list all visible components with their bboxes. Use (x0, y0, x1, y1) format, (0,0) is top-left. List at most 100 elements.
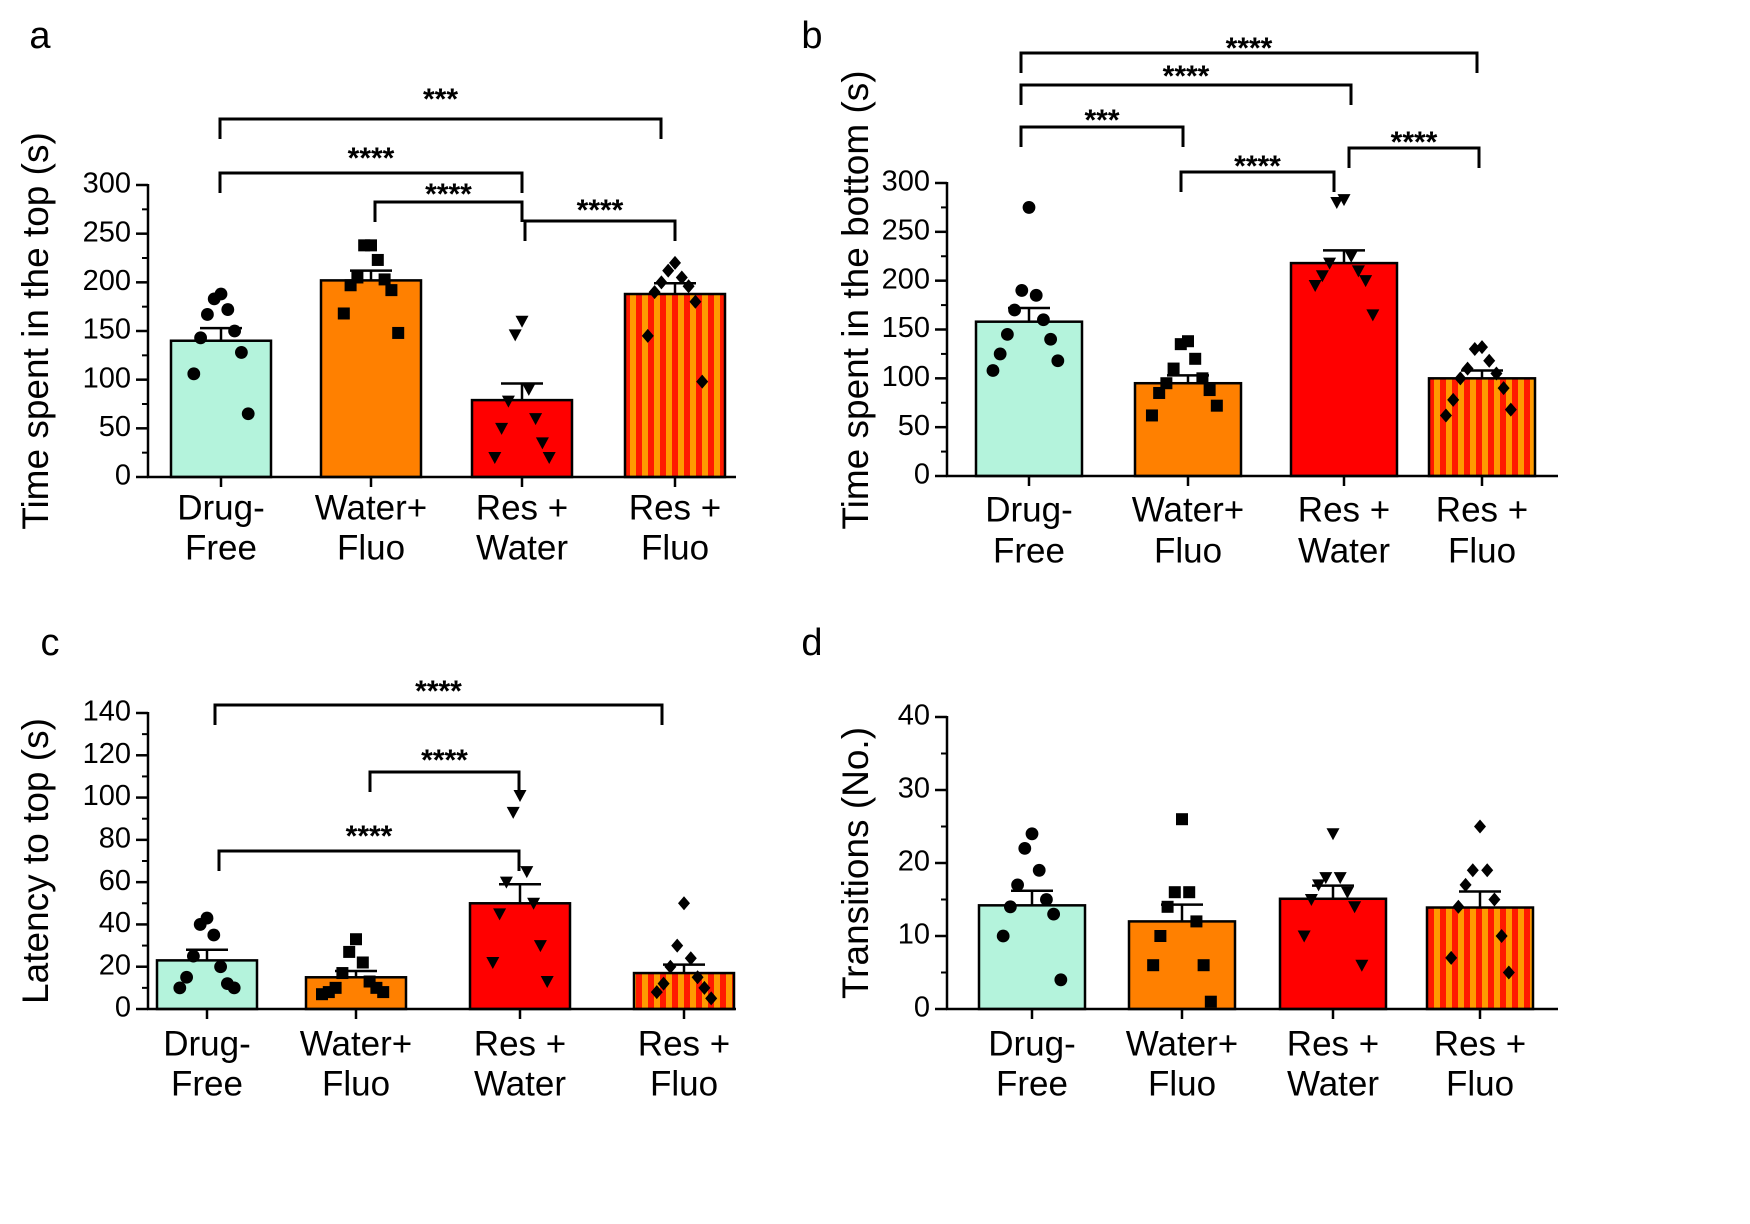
point-res-fluo (662, 263, 675, 278)
y-axis-label: Latency to top (s) (15, 718, 56, 1004)
y-tick-label: 100 (83, 362, 131, 394)
point-res-water (1355, 959, 1369, 972)
y-tick-label: 20 (898, 846, 930, 878)
bar-res-water (1278, 897, 1388, 1011)
bar-res-fluo (1425, 906, 1535, 1011)
point-res-water (1359, 275, 1373, 288)
panel-b: b Time spent in the bottom (s) Drug-Free Wa… (801, 15, 1558, 570)
y-tick-label: 0 (914, 992, 930, 1024)
y-tick-label: 40 (898, 700, 930, 732)
y-tick-label: 200 (83, 265, 131, 297)
point-res-fluo (1454, 371, 1467, 386)
point-res-fluo (1468, 342, 1481, 357)
category-label-water-fluo: Water+ (1126, 1024, 1239, 1063)
y-tick-label: 40 (99, 907, 131, 939)
y-tick-label: 50 (99, 411, 131, 443)
y-tick-label: 150 (83, 314, 131, 346)
point-drug-free (1011, 878, 1024, 892)
y-axis-label: Time spent in the top (s) (15, 132, 56, 530)
significance-label: **** (415, 675, 462, 708)
y-tick-label: 200 (882, 263, 930, 295)
significance-bracket: *** (1019, 104, 1185, 147)
point-drug-free (228, 324, 242, 338)
point-drug-free (201, 308, 214, 321)
point-drug-free (1054, 973, 1068, 987)
category-label-drug-free: Drug- (985, 490, 1073, 529)
y-tick-label: 30 (898, 773, 930, 805)
point-water-fluo (1203, 384, 1216, 397)
bar-drug-free (974, 320, 1084, 478)
category-label-res-water: Water (476, 528, 568, 567)
point-drug-free (207, 928, 221, 942)
point-drug-free (207, 292, 221, 306)
point-res-fluo (1495, 929, 1508, 943)
point-res-fluo (678, 896, 690, 911)
category-label-res-fluo: Fluo (650, 1064, 718, 1103)
point-water-fluo (385, 284, 398, 297)
y-tick-label: 300 (83, 168, 131, 200)
y-tick-label: 20 (99, 949, 131, 981)
point-water-fluo (1204, 995, 1217, 1008)
point-res-water (1308, 280, 1322, 293)
point-drug-free (173, 981, 187, 995)
y-tick-label: 150 (882, 312, 930, 344)
category-label-drug-free: Drug- (163, 1024, 251, 1063)
point-res-water (513, 789, 527, 802)
significance-bracket: **** (1019, 32, 1479, 73)
point-res-fluo (684, 951, 697, 966)
point-water-fluo (377, 986, 390, 999)
y-tick-label: 250 (83, 216, 131, 248)
point-res-fluo (1447, 392, 1460, 407)
point-res-water (1366, 309, 1380, 322)
category-label-res-water: Res + (474, 1024, 566, 1063)
point-res-water (1344, 250, 1358, 263)
y-tick-label: 100 (83, 780, 131, 812)
error-bar-res-fluo (1459, 890, 1501, 908)
point-drug-free (1037, 313, 1050, 327)
category-label-water-fluo: Fluo (337, 528, 405, 567)
point-res-fluo (689, 294, 702, 309)
bar-res-fluo (1427, 377, 1537, 478)
point-drug-free (214, 960, 228, 974)
significance-label: **** (1226, 32, 1273, 65)
point-drug-free (180, 970, 194, 984)
category-label-res-water: Water (1298, 531, 1390, 570)
category-label-res-water: Water (474, 1064, 566, 1103)
point-drug-free (996, 929, 1010, 943)
bar-drug-free (169, 339, 273, 479)
y-tick-label: 140 (83, 696, 131, 728)
significance-bracket: **** (368, 744, 521, 792)
point-res-water (535, 437, 549, 450)
y-tick-label: 250 (882, 214, 930, 246)
point-res-water (488, 452, 502, 465)
point-res-water (1326, 828, 1340, 841)
point-water-fluo (1174, 338, 1187, 351)
y-tick-label: 300 (882, 166, 930, 198)
point-res-fluo (671, 938, 684, 953)
bar-res-fluo (623, 292, 727, 479)
significance-bracket: **** (213, 675, 664, 725)
point-water-fluo (1190, 915, 1203, 928)
error-bar-res-water (1323, 249, 1365, 264)
significance-label: **** (1163, 60, 1210, 93)
point-water-fluo (358, 239, 371, 252)
point-res-fluo (650, 985, 663, 1000)
point-res-fluo (1504, 402, 1517, 417)
point-water-fluo (343, 945, 356, 958)
point-res-water (542, 452, 556, 465)
point-res-fluo (1461, 361, 1474, 376)
category-label-res-water: Res + (1287, 1024, 1379, 1063)
significance-bracket: **** (523, 194, 677, 241)
point-water-fluo (336, 967, 349, 980)
point-res-water (529, 413, 543, 426)
point-drug-free (993, 347, 1007, 361)
category-label-drug-free: Free (185, 528, 257, 567)
y-tick-label: 120 (83, 738, 131, 770)
point-res-fluo (1445, 950, 1458, 965)
bar-res-fluo (632, 971, 736, 1011)
category-label-water-fluo: Fluo (1154, 531, 1222, 570)
point-drug-free (1044, 332, 1058, 346)
point-res-water (1333, 872, 1347, 885)
y-tick-label: 100 (882, 361, 930, 393)
